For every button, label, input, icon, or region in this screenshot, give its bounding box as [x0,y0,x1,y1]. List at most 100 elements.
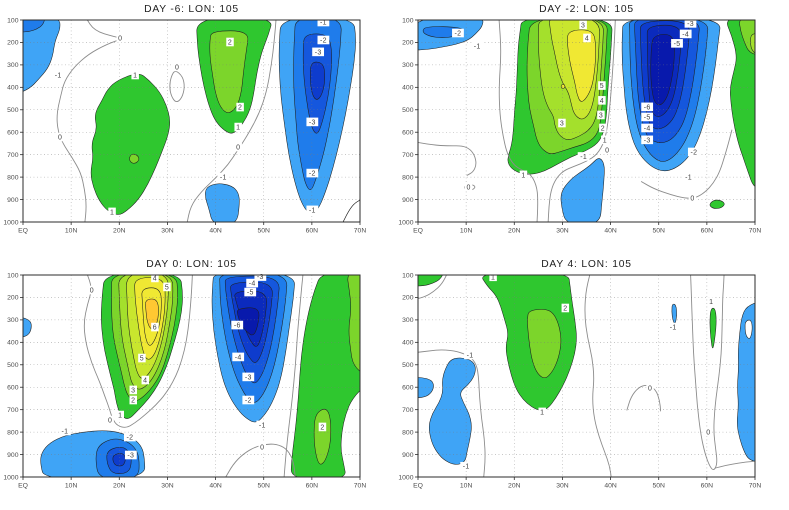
svg-text:700: 700 [7,152,19,159]
svg-text:2: 2 [600,125,604,132]
svg-text:-1: -1 [669,325,676,332]
svg-text:-1: -1 [309,207,316,214]
svg-text:-2: -2 [309,171,316,178]
svg-text:-2: -2 [690,149,697,156]
svg-text:1: 1 [133,72,137,79]
svg-text:0: 0 [236,145,240,152]
svg-text:5: 5 [599,83,603,90]
svg-text:DAY 4: LON: 105: DAY 4: LON: 105 [541,259,632,270]
svg-text:900: 900 [7,452,19,459]
svg-text:900: 900 [402,452,414,459]
svg-text:50N: 50N [257,483,270,490]
svg-text:-2: -2 [320,37,327,44]
svg-text:10N: 10N [65,228,78,235]
svg-text:70N: 70N [748,228,761,235]
svg-text:500: 500 [7,362,19,369]
svg-text:20N: 20N [508,228,521,235]
svg-text:900: 900 [402,197,414,204]
svg-text:-1: -1 [685,174,692,181]
svg-text:-6: -6 [643,104,650,111]
svg-text:40N: 40N [209,483,222,490]
svg-text:700: 700 [402,407,414,414]
contour-plot-day-0: 0456543210-1-2-3-3-4-5-6-4-3-2-102100200… [0,255,395,510]
svg-text:200: 200 [7,40,19,47]
svg-text:1: 1 [709,299,713,306]
svg-text:50N: 50N [652,228,665,235]
svg-text:30N: 30N [556,483,569,490]
svg-text:-2: -2 [454,31,461,38]
svg-text:EQ: EQ [18,228,28,235]
svg-text:20N: 20N [508,483,521,490]
contour-plot-day-minus-6: -1 0 1 0 2 2 1 0 -1 -1 -2 -3 -3 -2 -1 1 0 100 200 300 400 500… [0,0,395,255]
svg-text:EQ: EQ [18,483,28,490]
svg-text:2: 2 [131,398,135,405]
svg-text:-1: -1 [259,422,266,429]
svg-text:30N: 30N [556,228,569,235]
svg-text:100: 100 [402,17,414,24]
svg-text:DAY -2: LON: 105: DAY -2: LON: 105 [539,4,634,15]
svg-text:600: 600 [402,385,414,392]
svg-text:300: 300 [402,62,414,69]
svg-text:700: 700 [402,152,414,159]
svg-text:100: 100 [7,272,19,279]
svg-text:800: 800 [7,429,19,436]
svg-text:-1: -1 [61,428,68,435]
svg-text:0: 0 [90,288,94,295]
svg-text:10N: 10N [459,228,472,235]
svg-text:50N: 50N [652,483,665,490]
svg-text:-1: -1 [473,43,480,50]
svg-text:1: 1 [602,137,606,144]
svg-text:300: 300 [402,317,414,324]
svg-text:400: 400 [7,340,19,347]
svg-text:70N: 70N [354,228,367,235]
svg-text:500: 500 [402,362,414,369]
svg-text:4: 4 [584,35,588,42]
svg-text:3: 3 [598,112,602,119]
svg-text:5: 5 [165,284,169,291]
svg-text:-1: -1 [466,352,473,359]
svg-text:1: 1 [491,274,495,281]
svg-text:10N: 10N [65,483,78,490]
svg-text:5: 5 [140,356,144,363]
svg-text:-4: -4 [682,31,689,38]
svg-text:-6: -6 [234,323,241,330]
svg-text:-4: -4 [235,354,242,361]
svg-text:1: 1 [118,413,122,420]
svg-text:100: 100 [402,272,414,279]
svg-text:200: 200 [402,40,414,47]
svg-text:-3: -3 [245,374,252,381]
panel-day-0: 0 4 5 6 5 4 3 2 1 0 -1 -2 -3 -3 -4 -5 -6 -4 -3 -2 -1 0 2 100 200… [0,255,395,510]
svg-text:2: 2 [228,39,232,46]
contour-plot-day-minus-2: -2-1345432103-110-6-5-4-3-3-4-5-2-101002… [394,0,789,255]
svg-text:100: 100 [7,17,19,24]
svg-text:400: 400 [7,85,19,92]
svg-text:50N: 50N [257,228,270,235]
svg-text:0: 0 [690,195,694,202]
svg-text:600: 600 [7,130,19,137]
svg-text:2: 2 [563,305,567,312]
svg-text:-3: -3 [315,49,322,56]
svg-text:0: 0 [175,64,179,71]
svg-text:10N: 10N [459,483,472,490]
svg-text:3: 3 [581,22,585,29]
svg-text:1: 1 [110,209,114,216]
svg-text:700: 700 [7,407,19,414]
svg-text:60N: 60N [306,483,319,490]
svg-text:4: 4 [143,378,147,385]
svg-text:1000: 1000 [3,219,18,226]
svg-text:800: 800 [402,174,414,181]
svg-text:70N: 70N [748,483,761,490]
svg-text:-4: -4 [643,125,650,132]
svg-text:EQ: EQ [413,228,423,235]
svg-text:40N: 40N [604,228,617,235]
svg-text:30N: 30N [161,483,174,490]
svg-text:6: 6 [153,325,157,332]
svg-text:-1: -1 [580,154,587,161]
svg-text:1: 1 [521,172,525,179]
contour-plot-day-4: 12-1100-11-11002003004005006007008009001… [394,255,789,510]
svg-text:40N: 40N [604,483,617,490]
svg-text:20N: 20N [113,228,126,235]
svg-text:300: 300 [7,62,19,69]
svg-text:70N: 70N [354,483,367,490]
